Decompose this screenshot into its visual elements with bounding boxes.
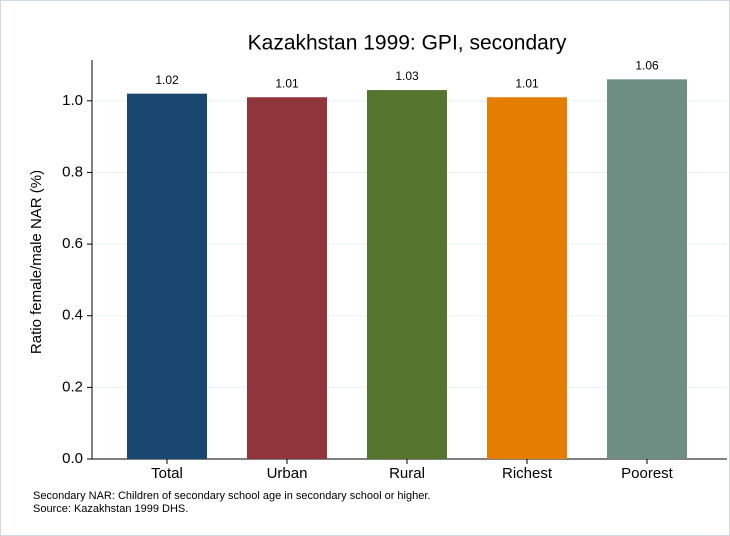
note: Secondary NAR: Children of secondary sch… <box>33 490 430 502</box>
y-axis-label: Ratio female/male NAR (%) <box>28 170 45 354</box>
bar <box>367 90 447 459</box>
x-tick-label: Richest <box>502 465 553 482</box>
data-label: 1.01 <box>515 76 539 90</box>
x-tick-label: Urban <box>267 465 308 482</box>
bar <box>487 97 567 460</box>
bar <box>127 93 207 460</box>
y-tick-label: 0.0 <box>62 450 83 467</box>
data-label: 1.01 <box>275 76 299 90</box>
bar <box>247 97 327 460</box>
y-tick-label: 0.2 <box>62 378 83 395</box>
x-tick-label: Poorest <box>621 465 674 482</box>
x-tick-label: Total <box>151 465 183 482</box>
data-label: 1.02 <box>155 73 179 87</box>
x-tick-label: Rural <box>389 465 425 482</box>
y-tick-label: 0.8 <box>62 163 83 180</box>
data-label: 1.06 <box>635 58 659 72</box>
data-label: 1.03 <box>395 69 419 83</box>
note: Source: Kazakhstan 1999 DHS. <box>33 503 188 515</box>
y-tick-label: 0.6 <box>62 235 83 252</box>
y-tick-label: 0.4 <box>62 307 83 324</box>
chart-title: Kazakhstan 1999: GPI, secondary <box>248 32 567 55</box>
bar <box>607 79 687 459</box>
y-tick-label: 1.0 <box>62 92 83 109</box>
